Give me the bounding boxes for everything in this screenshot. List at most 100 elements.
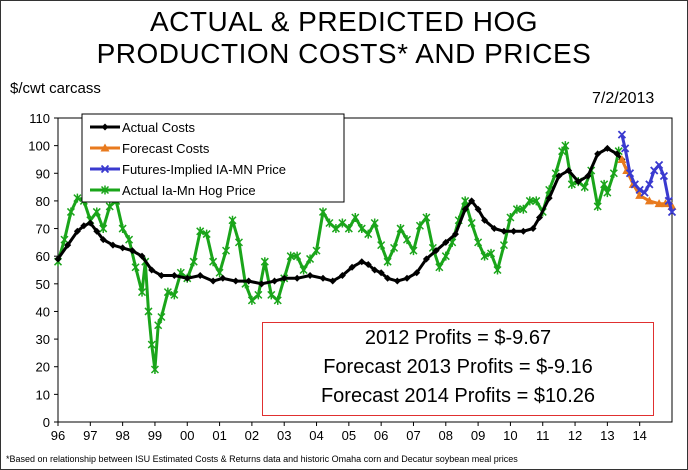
data-point [435,262,444,272]
data-point [258,280,266,288]
x-tick-label: 01 [212,428,226,443]
y-tick-label: 30 [36,332,50,347]
y-axis-label: $/cwt carcass [10,80,101,97]
data-point [613,150,621,158]
x-tick-label: 10 [503,428,517,443]
data-point [432,247,440,255]
data-point [561,141,570,151]
data-point [603,144,611,152]
data-point [170,290,179,300]
data-point [640,188,649,197]
data-point [441,251,450,261]
chart-title: ACTUAL & PREDICTED HOG PRODUCTION COSTS*… [0,6,688,70]
data-point [500,227,508,235]
profit-2014-forecast: Forecast 2014 Profits = $10.26 [320,385,596,407]
legend-item-futures-implied-ia-mn-price: Futures-Implied IA-MN Price [90,162,286,177]
x-tick-label: 96 [51,428,65,443]
data-point [351,212,360,222]
data-point [442,238,450,246]
data-point [306,272,314,280]
data-point [66,207,75,217]
data-point [293,274,301,282]
legend-label: Actual Ia-Mn Hog Price [122,183,256,198]
x-tick-label: 11 [536,428,550,443]
data-point [125,235,134,245]
data-point [461,196,470,206]
data-point [487,248,496,258]
legend: Actual Costs Forecast Costs Futures-Implie… [81,113,345,203]
data-point [461,205,469,213]
data-point [654,199,664,208]
x-tick-label: 04 [309,428,323,443]
data-point [147,340,156,350]
data-point [474,237,483,247]
data-point [594,150,602,158]
data-point [635,185,644,194]
data-point [625,169,635,178]
data-point [532,196,541,206]
data-point [80,222,88,230]
data-point [119,244,127,252]
data-point [396,224,405,234]
data-point [474,205,482,213]
data-point [148,266,156,274]
data-point [413,269,421,277]
x-tick-label: 13 [600,428,614,443]
data-point [370,218,379,228]
data-point [163,287,172,297]
data-point [131,262,140,272]
data-point [609,168,618,178]
data-point [348,263,356,271]
data-point [574,178,582,186]
data-point [325,218,334,228]
data-point [654,160,664,170]
data-point [312,246,321,256]
data-point [358,258,366,266]
data-point [499,240,508,250]
data-point [93,227,101,235]
data-point [245,277,253,285]
data-point [519,204,528,214]
data-point [667,207,677,217]
legend-item-actual-costs: Actual Costs [90,120,195,135]
data-point [293,251,302,261]
legend-label: Futures-Implied IA-MN Price [122,162,286,177]
data-point [545,194,553,202]
y-tick-label: 100 [28,139,50,154]
data-point [338,272,346,280]
data-point [329,277,337,285]
data-point [371,266,379,274]
data-point [99,224,108,234]
data-point [422,255,430,263]
profits-box: 2012 Profits = $-9.67 Forecast 2013 Prof… [262,322,654,416]
data-point [215,268,224,278]
data-point [393,277,401,285]
data-point [219,274,227,282]
x-tick-label: 07 [406,428,420,443]
data-point [506,212,515,222]
y-tick-label: 0 [43,415,50,430]
data-point [645,180,654,189]
data-point [232,277,240,285]
data-point [209,257,218,267]
data-point [565,167,573,175]
footnote: *Based on relationship between ISU Estim… [6,454,518,464]
data-point [73,227,81,235]
data-point [644,196,654,205]
data-point [584,172,592,180]
series-actual-costs [54,144,626,288]
data-point [267,290,276,300]
data-point [344,224,353,234]
data-point [128,247,136,255]
data-point [319,274,327,282]
data-point [154,320,163,330]
data-point [157,312,166,322]
data-point [512,204,521,214]
data-point [260,257,269,267]
y-tick-label: 60 [36,249,50,264]
data-point [519,227,527,235]
data-point [510,227,518,235]
data-point [600,179,609,189]
legend-marker [101,123,109,131]
series-line [620,134,674,213]
